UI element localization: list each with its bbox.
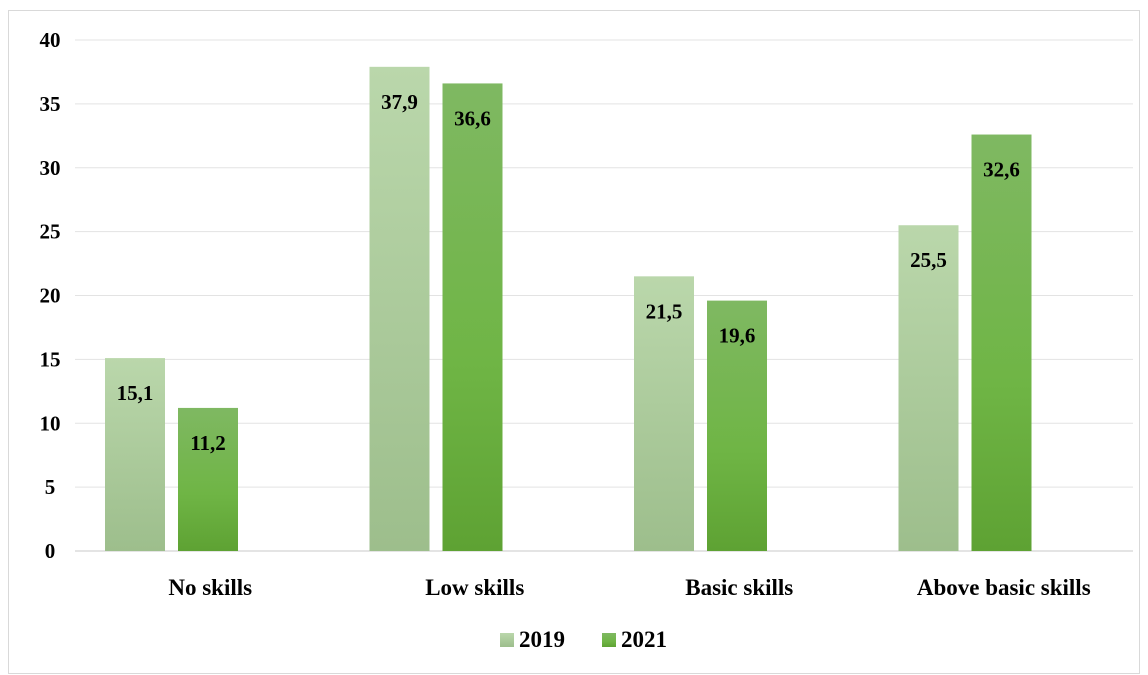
x-tick-label: No skills	[168, 575, 252, 600]
y-tick-label: 25	[40, 220, 61, 244]
bar-2019-above-basic-skills	[898, 225, 959, 552]
x-tick-label: Basic skills	[685, 575, 793, 600]
legend-swatch-2019	[500, 633, 514, 647]
bar-2021-basic-skills	[707, 300, 767, 551]
data-label: 36,6	[454, 106, 491, 130]
legend: 2019 2021	[500, 627, 667, 652]
y-tick-label: 10	[40, 411, 61, 435]
data-label: 32,6	[983, 158, 1020, 182]
x-axis: No skills Low skills Basic skills Above bas…	[168, 575, 1090, 600]
legend-label-2021: 2021	[621, 627, 667, 652]
y-tick-label: 20	[40, 284, 61, 308]
x-tick-label: Above basic skills	[917, 575, 1091, 600]
bar-2021-no-skills	[178, 407, 238, 551]
legend-swatch-2021	[602, 633, 616, 647]
data-label: 25,5	[910, 248, 947, 272]
legend-label-2019: 2019	[519, 627, 565, 652]
x-tick-label: Low skills	[425, 575, 524, 600]
data-label: 37,9	[381, 90, 418, 114]
bar-2019-low-skills	[369, 66, 430, 551]
y-tick-label: 0	[45, 539, 56, 563]
bars	[105, 66, 1032, 552]
y-tick-label: 30	[40, 156, 61, 180]
data-labels: 15,1 11,2 37,9 36,6 21,5 19,6 25,5 32,6	[117, 90, 1020, 455]
data-label: 11,2	[190, 431, 226, 455]
y-axis: 0 5 10 15 20 25 30 35 40	[40, 28, 61, 563]
data-label: 19,6	[719, 324, 756, 348]
data-label: 21,5	[646, 299, 683, 323]
bar-2021-above-basic-skills	[971, 134, 1032, 551]
y-tick-label: 15	[40, 347, 61, 371]
bar-2019-basic-skills	[634, 276, 694, 551]
bar-2021-low-skills	[442, 83, 503, 551]
y-tick-label: 40	[40, 28, 61, 52]
data-label: 15,1	[117, 381, 154, 405]
bar-2019-no-skills	[105, 358, 165, 551]
y-tick-label: 35	[40, 92, 61, 116]
y-tick-label: 5	[45, 475, 56, 499]
